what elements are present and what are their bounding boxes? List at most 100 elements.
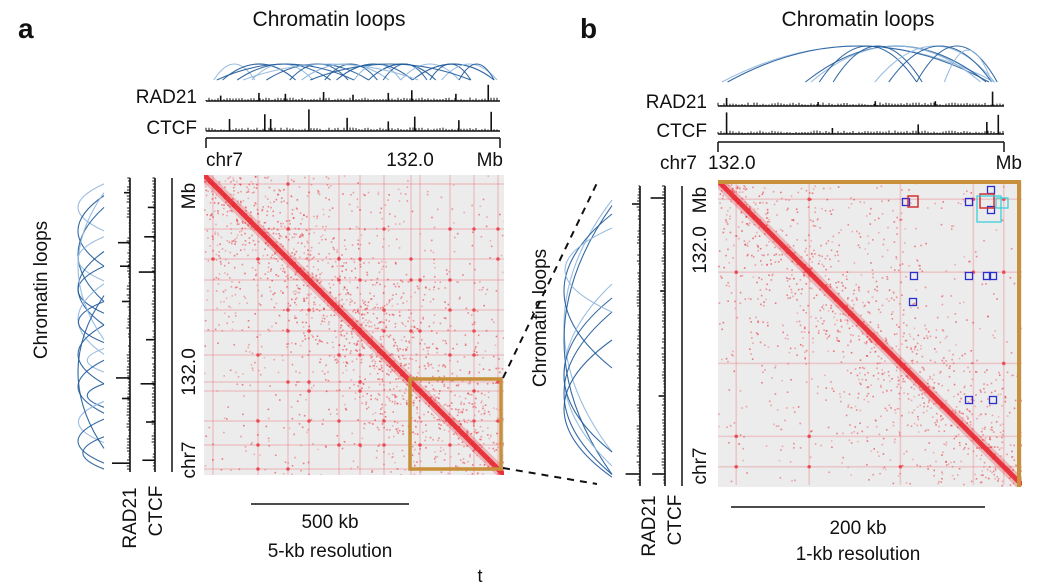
loop-arc	[324, 63, 378, 81]
contact-pixel	[799, 305, 802, 307]
contact-pixel	[286, 346, 289, 348]
contact-pixel	[892, 291, 895, 294]
contact-pixel	[898, 326, 900, 328]
contact-pixel	[875, 280, 878, 283]
contact-pixel	[275, 302, 278, 305]
contact-pixel	[863, 341, 866, 344]
contact-pixel	[741, 221, 744, 223]
contact-pixel	[401, 280, 404, 283]
contact-pixel	[343, 440, 346, 443]
contact-pixel	[348, 203, 351, 206]
contact-pixel	[834, 312, 837, 315]
contact-pixel	[484, 350, 487, 352]
contact-pixel	[983, 428, 986, 431]
contact-pixel	[827, 350, 830, 353]
contact-pixel	[752, 342, 754, 344]
contact-pixel	[775, 425, 778, 428]
contact-pixel	[978, 447, 981, 449]
contact-pixel	[858, 289, 861, 292]
contact-pixel	[307, 191, 310, 194]
contact-pixel	[254, 202, 257, 204]
contact-pixel	[830, 381, 832, 383]
contact-pixel	[915, 289, 918, 292]
contact-pixel	[283, 271, 286, 274]
contact-pixel	[301, 308, 304, 311]
contact-pixel	[817, 320, 819, 322]
contact-pixel	[746, 242, 749, 245]
contact-pixel	[347, 324, 350, 327]
contact-pixel	[470, 420, 472, 423]
contact-pixel	[214, 233, 216, 235]
contact-pixel	[976, 447, 978, 449]
contact-pixel	[483, 412, 486, 415]
contact-pixel	[876, 367, 878, 370]
contact-pixel	[768, 274, 770, 277]
contact-pixel	[217, 342, 219, 345]
contact-pixel	[304, 334, 306, 337]
contact-pixel	[475, 397, 477, 400]
contact-pixel	[452, 184, 455, 186]
contact-pixel	[998, 448, 1001, 451]
contact-pixel	[376, 277, 379, 280]
contact-pixel	[980, 474, 983, 477]
contact-pixel	[890, 266, 893, 269]
contact-pixel	[454, 236, 456, 239]
contact-pixel	[720, 277, 723, 279]
contact-pixel	[442, 339, 444, 342]
contact-pixel	[822, 304, 825, 307]
contact-pixel	[820, 444, 822, 447]
contact-pixel	[896, 366, 898, 369]
contact-pixel	[934, 348, 936, 350]
contact-pixel	[788, 199, 790, 201]
contact-pixel	[402, 348, 404, 351]
contact-pixel	[971, 428, 974, 430]
contact-pixel	[205, 435, 208, 438]
contact-pixel	[829, 283, 832, 286]
contact-pixel	[294, 315, 296, 317]
contact-pixel	[235, 371, 237, 374]
contact-pixel	[379, 321, 381, 324]
contact-pixel	[422, 316, 424, 319]
contact-pixel	[344, 403, 346, 406]
contact-pixel	[424, 286, 427, 288]
contact-pixel	[298, 413, 301, 416]
contact-pixel	[850, 406, 853, 409]
contact-pixel	[289, 223, 291, 225]
contact-pixel	[393, 394, 396, 396]
contact-pixel	[863, 305, 865, 308]
contact-pixel	[838, 244, 840, 247]
contact-pixel	[362, 193, 365, 196]
contact-pixel	[943, 430, 946, 432]
contact-pixel	[305, 297, 308, 299]
contact-pixel	[434, 281, 436, 283]
contact-pixel	[927, 386, 930, 388]
contact-pixel	[998, 371, 1000, 374]
contact-pixel	[758, 195, 761, 198]
contact-pixel	[865, 342, 868, 345]
contact-pixel	[294, 342, 297, 345]
contact-pixel	[924, 449, 927, 451]
contact-pixel	[768, 289, 771, 292]
contact-pixel	[809, 280, 812, 283]
contact-pixel	[980, 436, 983, 438]
contact-pixel	[254, 269, 257, 271]
contact-pixel	[866, 436, 869, 439]
panel-a-matrix-signal	[204, 175, 504, 475]
contact-pixel	[339, 275, 341, 278]
contact-pixel	[392, 337, 395, 340]
contact-stripe	[212, 175, 214, 475]
contact-pixel	[455, 408, 457, 411]
contact-pixel	[739, 188, 741, 190]
contact-pixel	[891, 347, 894, 349]
contact-pixel	[885, 429, 888, 431]
contact-pixel	[343, 286, 346, 289]
contact-pixel	[262, 254, 264, 257]
contact-pixel	[366, 392, 368, 395]
contact-pixel	[223, 431, 225, 434]
contact-pixel	[925, 335, 928, 337]
contact-loop-dot	[358, 443, 362, 447]
contact-pixel	[925, 305, 928, 307]
contact-pixel	[400, 279, 402, 282]
contact-pixel	[952, 353, 954, 356]
contact-pixel	[435, 347, 438, 350]
